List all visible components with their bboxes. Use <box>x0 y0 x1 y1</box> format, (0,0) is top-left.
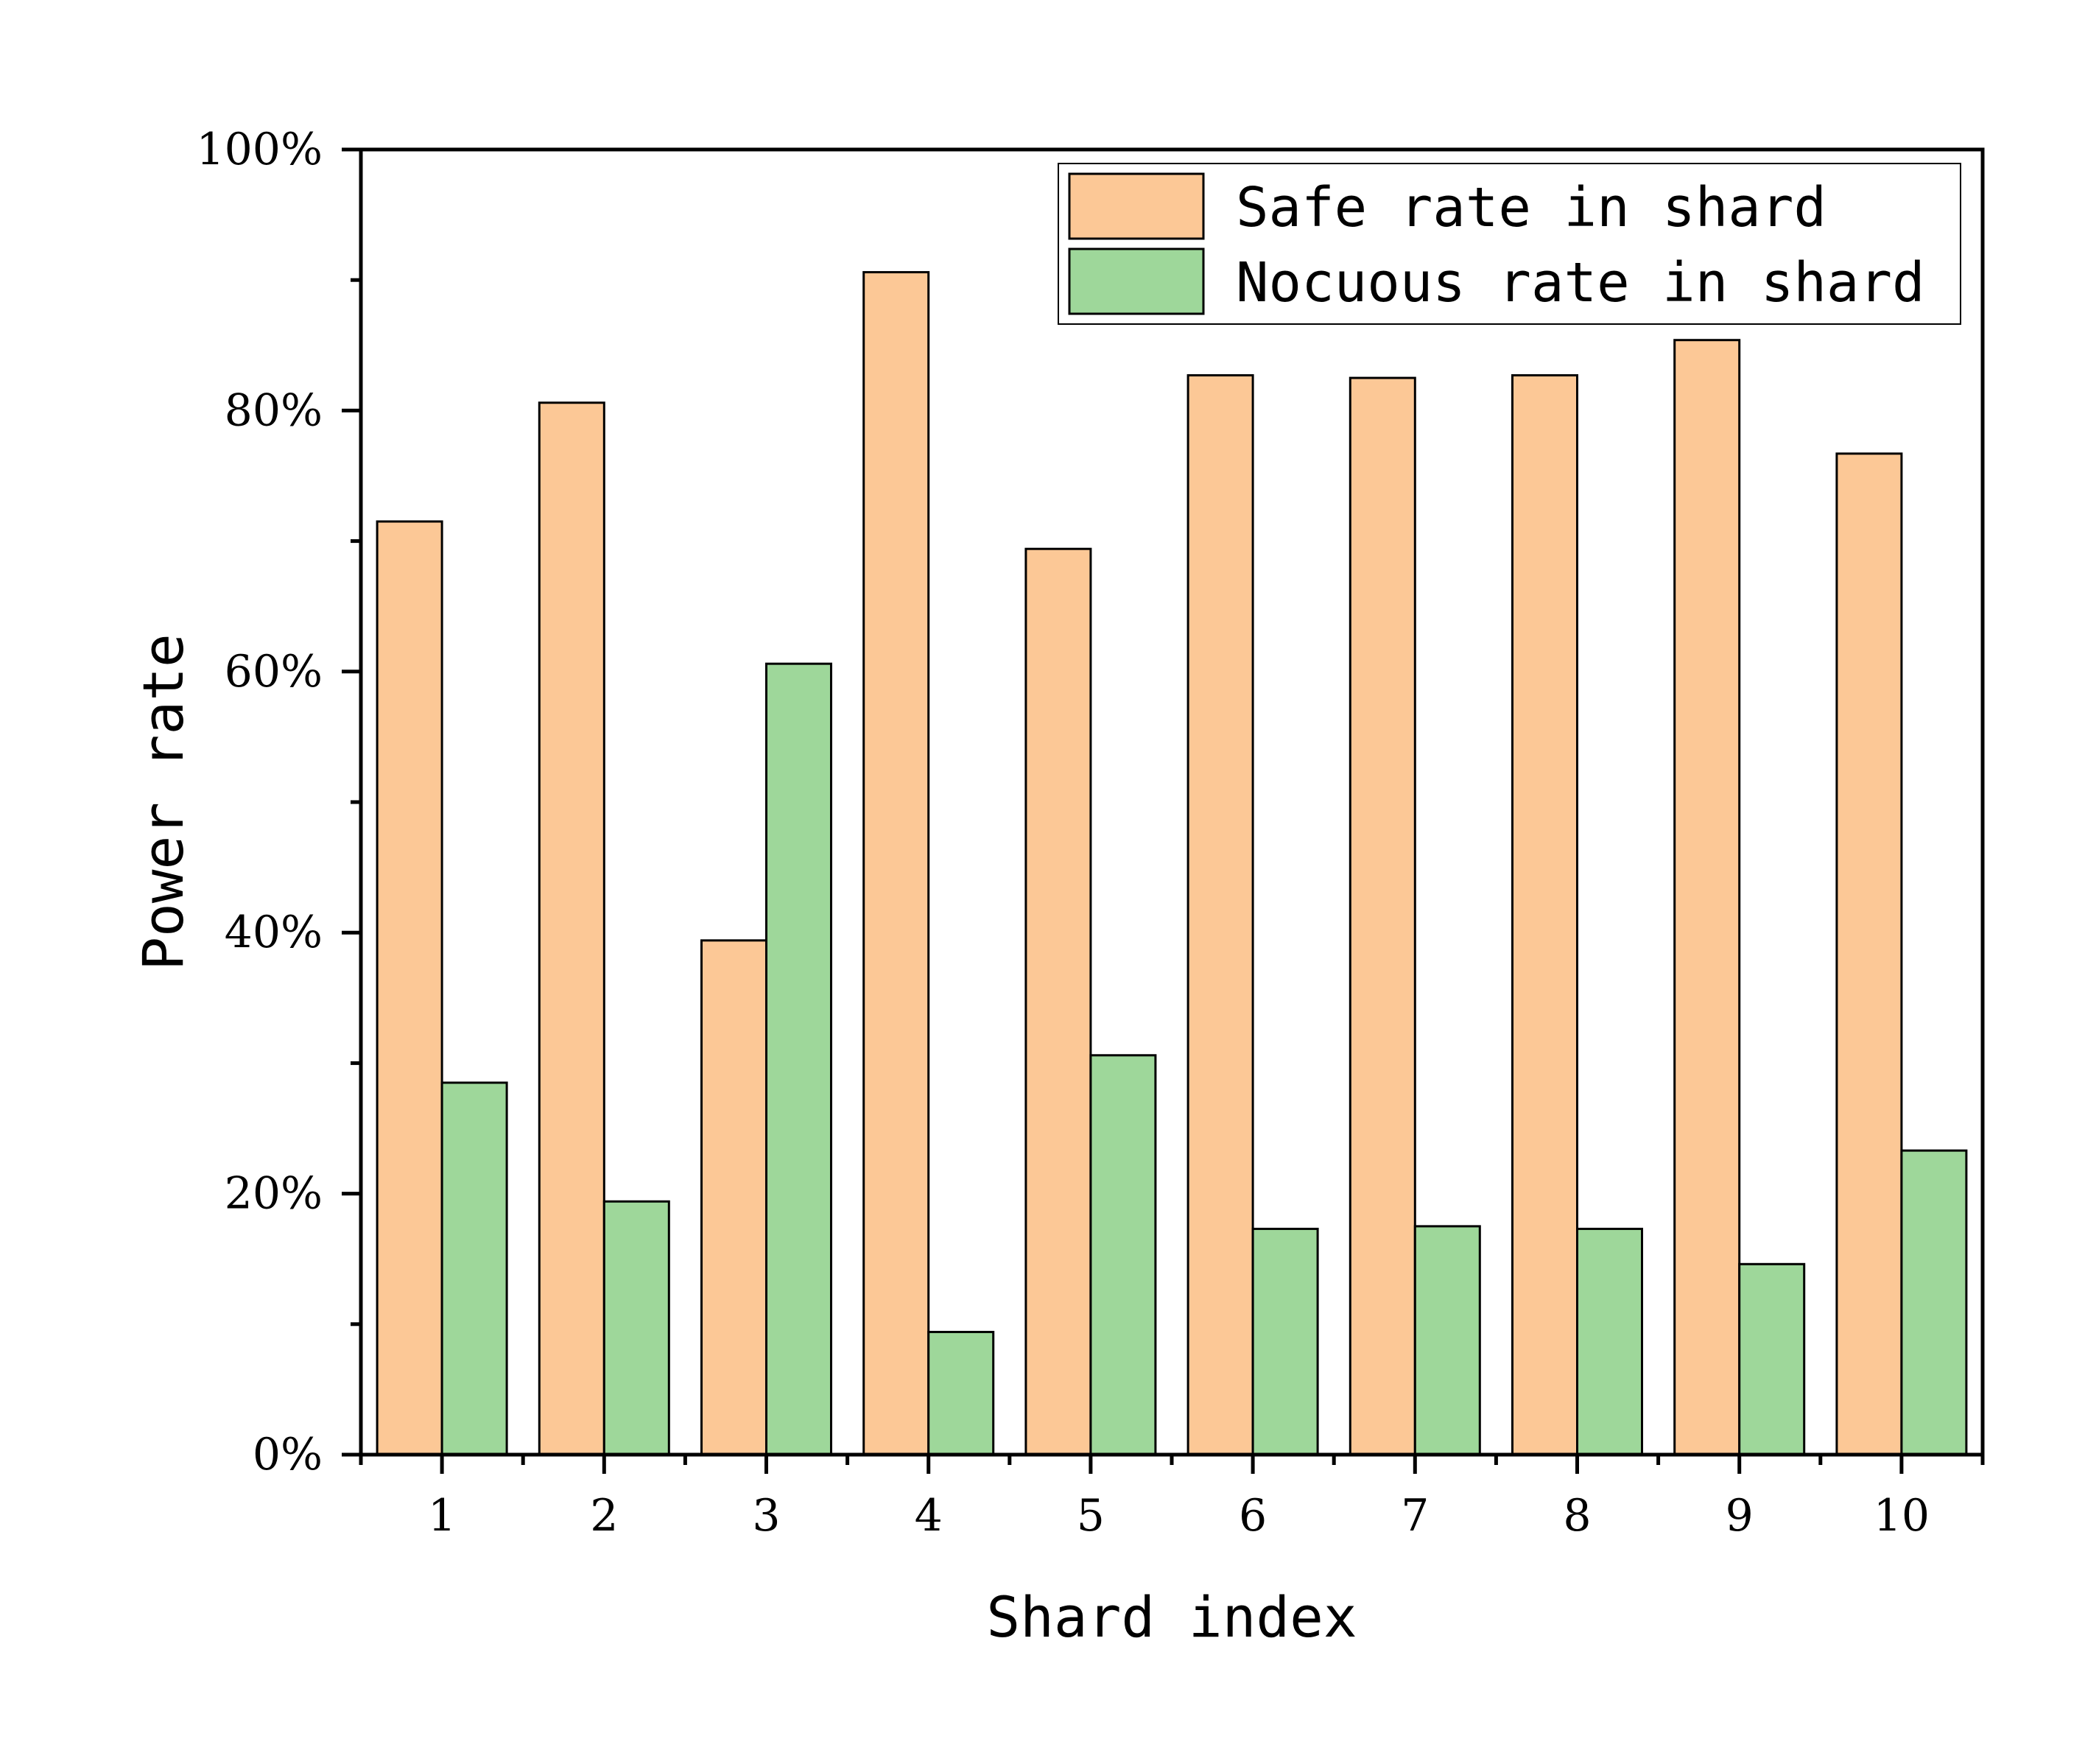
bar-nocuous <box>1413 1225 1481 1456</box>
legend-swatch-nocuous <box>1068 247 1205 315</box>
bar-nocuous <box>440 1081 508 1456</box>
y-tick-label: 40% <box>225 907 323 958</box>
bar-safe <box>1349 376 1416 1456</box>
x-tick-label: 3 <box>752 1490 780 1542</box>
y-tick-label: 20% <box>225 1168 323 1220</box>
bar-safe <box>1186 374 1254 1456</box>
bar-nocuous <box>1251 1227 1319 1456</box>
bar-safe <box>1673 339 1741 1456</box>
x-axis-title: Shard index <box>986 1584 1357 1650</box>
bar-nocuous <box>1089 1054 1157 1456</box>
x-axis: 1 2 3 4 5 6 7 8 9 10 <box>359 1455 1985 1542</box>
y-tick-label: 100% <box>196 124 323 175</box>
bar-safe <box>538 401 605 1456</box>
y-tick-label: 60% <box>225 646 323 697</box>
x-tick-label: 4 <box>915 1490 943 1542</box>
legend: Safe rate in shard Nocuous rate in shard <box>1058 163 1961 325</box>
legend-box <box>1058 163 1961 325</box>
x-tick-label: 6 <box>1239 1490 1267 1542</box>
bar-safe <box>1024 547 1092 1456</box>
y-axis: 0% 20% 40% 60% 80% 100% <box>196 124 361 1480</box>
bar-nocuous <box>1738 1262 1806 1456</box>
bar-safe <box>862 271 930 1456</box>
x-tick-label: 9 <box>1726 1490 1754 1542</box>
bar-safe <box>700 939 767 1456</box>
bar-nocuous <box>602 1200 670 1456</box>
x-tick-label: 10 <box>1874 1490 1930 1542</box>
legend-swatch-safe <box>1068 172 1205 240</box>
bar-safe <box>1511 374 1578 1456</box>
x-tick-label: 8 <box>1563 1490 1591 1542</box>
legend-label-nocuous: Nocuous rate in shard <box>1236 251 1925 315</box>
legend-label-safe: Safe rate in shard <box>1236 176 1826 239</box>
x-tick-label: 2 <box>590 1490 618 1542</box>
bar-nocuous <box>1576 1227 1643 1456</box>
x-tick-label: 1 <box>428 1490 456 1542</box>
bar-safe <box>1835 452 1903 1456</box>
y-tick-label: 0% <box>253 1429 323 1480</box>
y-axis-title: Power rate <box>130 633 196 971</box>
y-tick-label: 80% <box>225 384 323 436</box>
bar-safe <box>376 520 443 1456</box>
x-tick-label: 5 <box>1077 1490 1105 1542</box>
bar-nocuous <box>765 662 832 1456</box>
bars-layer <box>376 271 1968 1456</box>
bar-nocuous <box>927 1330 995 1456</box>
bar-nocuous <box>1900 1149 1968 1456</box>
x-tick-label: 7 <box>1401 1490 1429 1542</box>
